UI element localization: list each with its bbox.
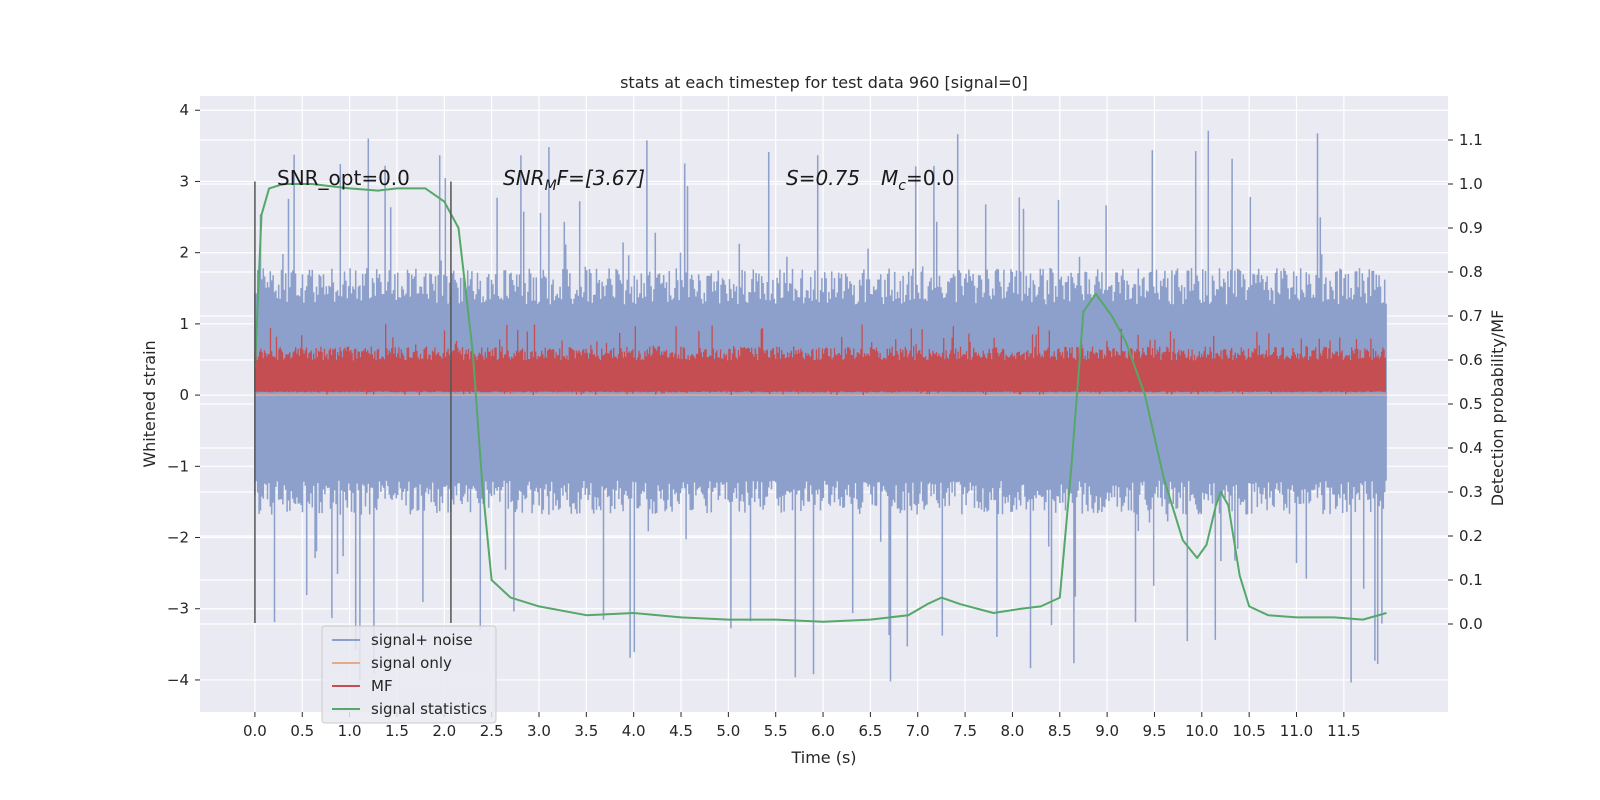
x-tick-label: 0.0 [243, 722, 267, 740]
x-tick-label: 4.5 [669, 722, 693, 740]
x-tick-label: 2.5 [480, 722, 504, 740]
y-left-tick-label: 4 [179, 101, 189, 119]
chart-title: stats at each timestep for test data 960… [620, 73, 1028, 92]
snr-mf-sub: M [545, 178, 557, 194]
y-left-tick-label: 2 [179, 244, 189, 262]
x-tick-label: 1.5 [385, 722, 409, 740]
x-tick-label: 2.0 [432, 722, 456, 740]
y-left-tick-label: 1 [179, 315, 189, 333]
y-right-tick-label: 0.1 [1459, 571, 1483, 589]
y-left-tick-label: −4 [167, 671, 189, 689]
x-tick-label: 6.5 [858, 722, 882, 740]
mc-sub: c [898, 178, 906, 194]
y-left-tick-label: 3 [179, 172, 189, 190]
legend-label-3: signal statistics [371, 700, 487, 718]
x-tick-label: 3.5 [574, 722, 598, 740]
annotation-s-value: S=0.75 [786, 166, 860, 190]
x-tick-label: 11.0 [1280, 722, 1313, 740]
y-right-tick-label: 1.0 [1459, 175, 1483, 193]
x-tick-label: 10.0 [1185, 722, 1218, 740]
y-right-tick-label: 0.3 [1459, 483, 1483, 501]
legend-label-1: signal only [371, 654, 452, 672]
x-tick-label: 6.0 [811, 722, 835, 740]
x-tick-label: 5.5 [764, 722, 788, 740]
x-tick-label: 7.0 [906, 722, 930, 740]
legend-box [321, 625, 497, 724]
x-tick-label: 7.5 [953, 722, 977, 740]
y-right-tick-label: 0.2 [1459, 527, 1483, 545]
y-left-tick-label: −2 [167, 529, 189, 547]
y-right-tick-label: 0.9 [1459, 219, 1483, 237]
x-tick-label: 8.0 [1001, 722, 1025, 740]
mc-base: M [881, 166, 898, 190]
x-tick-label: 3.0 [527, 722, 551, 740]
y-axis-label-left: Whitened strain [140, 340, 159, 467]
x-tick-label: 1.0 [338, 722, 362, 740]
x-tick-label: 9.5 [1143, 722, 1167, 740]
x-tick-label: 5.0 [716, 722, 740, 740]
y-right-tick-label: 0.4 [1459, 439, 1483, 457]
x-tick-label: 4.0 [622, 722, 646, 740]
snr-mf-rest: F=[3.67] [557, 166, 645, 190]
y-right-tick-label: 1.1 [1459, 131, 1483, 149]
legend: signal+ noise signal only MF signal stat… [321, 625, 497, 724]
annotation-mc: Mc=0.0 [881, 166, 955, 194]
y-left-tick-label: −3 [167, 600, 189, 618]
y-right-tick-label: 0.0 [1459, 615, 1483, 633]
series-3 [253, 183, 1387, 623]
legend-label-0: signal+ noise [371, 631, 473, 649]
y-axis-label-right: Detection probability/MF [1488, 310, 1507, 507]
x-tick-label: 9.0 [1095, 722, 1119, 740]
y-right-tick-label: 0.6 [1459, 351, 1483, 369]
legend-label-2: MF [371, 677, 393, 695]
x-tick-label: 0.5 [290, 722, 314, 740]
y-left-tick-label: 0 [179, 386, 189, 404]
snr-mf-base: SNR [503, 166, 545, 190]
annotation-snr-opt: SNR_opt=0.0 [277, 166, 410, 190]
y-right-tick-label: 0.8 [1459, 263, 1483, 281]
x-axis-label: Time (s) [790, 748, 856, 767]
mc-rest: =0.0 [906, 166, 955, 190]
x-tick-label: 10.5 [1232, 722, 1265, 740]
x-tick-label: 11.5 [1327, 722, 1360, 740]
y-left-tick-label: −1 [167, 457, 189, 475]
y-right-tick-label: 0.5 [1459, 395, 1483, 413]
y-right-tick-label: 0.7 [1459, 307, 1483, 325]
x-tick-label: 8.5 [1048, 722, 1072, 740]
annotation-snr-mf: SNRMF=[3.67] [503, 166, 645, 194]
